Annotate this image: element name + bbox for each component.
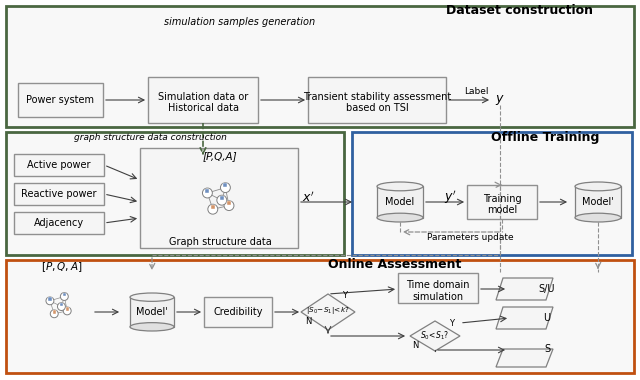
Text: $[P,Q,A]$: $[P,Q,A]$ — [41, 260, 83, 274]
Circle shape — [51, 310, 58, 318]
Bar — [65, 307, 69, 311]
Bar — [6, 132, 344, 255]
Text: $y$: $y$ — [495, 93, 505, 107]
Bar — [467, 185, 537, 219]
Text: Reactive power: Reactive power — [21, 189, 97, 199]
Bar — [148, 77, 258, 123]
Circle shape — [63, 307, 71, 315]
Bar — [377, 187, 423, 218]
Ellipse shape — [575, 213, 621, 222]
Circle shape — [60, 293, 68, 301]
Polygon shape — [301, 294, 355, 330]
Circle shape — [224, 201, 234, 211]
Text: [P,Q,A]: [P,Q,A] — [203, 151, 237, 161]
Bar — [63, 293, 66, 296]
Text: Parameters update: Parameters update — [427, 233, 513, 242]
Polygon shape — [410, 321, 460, 351]
Circle shape — [46, 297, 54, 305]
Text: $x'$: $x'$ — [301, 191, 314, 205]
Text: U: U — [543, 313, 550, 323]
Circle shape — [58, 302, 65, 310]
Bar — [223, 183, 227, 187]
Circle shape — [217, 195, 227, 205]
Bar — [48, 298, 52, 301]
Ellipse shape — [377, 213, 423, 222]
Text: Graph structure data: Graph structure data — [168, 237, 271, 247]
Text: Online Assessment: Online Assessment — [328, 258, 461, 271]
Text: Transient stability assessment: Transient stability assessment — [303, 92, 451, 102]
Circle shape — [220, 183, 230, 193]
Text: Model: Model — [385, 197, 415, 207]
Bar — [140, 148, 298, 248]
Circle shape — [208, 204, 218, 214]
Text: N: N — [305, 318, 311, 326]
Bar — [308, 77, 446, 123]
Ellipse shape — [130, 293, 174, 301]
Text: Y: Y — [342, 290, 348, 299]
Text: Model': Model' — [136, 307, 168, 317]
Text: based on TSI: based on TSI — [346, 103, 408, 113]
Bar — [60, 303, 63, 306]
Text: Training: Training — [483, 194, 522, 204]
Text: simulation: simulation — [412, 292, 463, 302]
Text: Credibility: Credibility — [213, 307, 263, 317]
Text: Simulation data or: Simulation data or — [158, 92, 248, 102]
Bar — [205, 189, 209, 193]
Text: Dataset construction: Dataset construction — [447, 5, 593, 17]
Text: Time domain: Time domain — [406, 280, 470, 290]
Text: S/U: S/U — [539, 284, 556, 294]
Text: Offline Training: Offline Training — [491, 131, 599, 144]
Circle shape — [202, 188, 212, 198]
Bar — [352, 132, 632, 255]
Polygon shape — [496, 307, 553, 329]
Text: Adjacency: Adjacency — [34, 218, 84, 228]
Text: model: model — [487, 205, 517, 215]
Polygon shape — [496, 349, 553, 367]
Bar — [575, 187, 621, 218]
Text: Model': Model' — [582, 197, 614, 207]
Polygon shape — [496, 278, 553, 300]
Bar — [130, 297, 174, 327]
Bar — [398, 273, 478, 303]
Ellipse shape — [575, 182, 621, 191]
Text: $S_0\!<\!S_1$?: $S_0\!<\!S_1$? — [420, 330, 450, 342]
Text: N: N — [412, 340, 418, 350]
Text: Power system: Power system — [26, 95, 94, 105]
Text: S: S — [544, 344, 550, 354]
Text: Label: Label — [464, 87, 488, 97]
Bar — [52, 310, 56, 314]
Bar — [14, 183, 104, 205]
Text: $|S_0\!-\!S_1|\!<\!k$?: $|S_0\!-\!S_1|\!<\!k$? — [306, 304, 350, 315]
Text: Y: Y — [449, 318, 454, 328]
Ellipse shape — [377, 182, 423, 191]
Ellipse shape — [130, 323, 174, 331]
Bar — [220, 196, 224, 200]
Bar — [18, 83, 103, 117]
Bar — [211, 205, 215, 209]
Bar — [6, 260, 634, 373]
Bar — [6, 6, 634, 127]
Bar — [227, 201, 231, 205]
Bar — [14, 212, 104, 234]
Text: Historical data: Historical data — [168, 103, 239, 113]
Text: Active power: Active power — [28, 160, 91, 170]
Text: graph structure data construction: graph structure data construction — [74, 133, 227, 142]
Text: simulation samples generation: simulation samples generation — [164, 17, 316, 27]
Bar — [204, 297, 272, 327]
Text: $y'$: $y'$ — [444, 188, 456, 206]
Bar — [14, 154, 104, 176]
